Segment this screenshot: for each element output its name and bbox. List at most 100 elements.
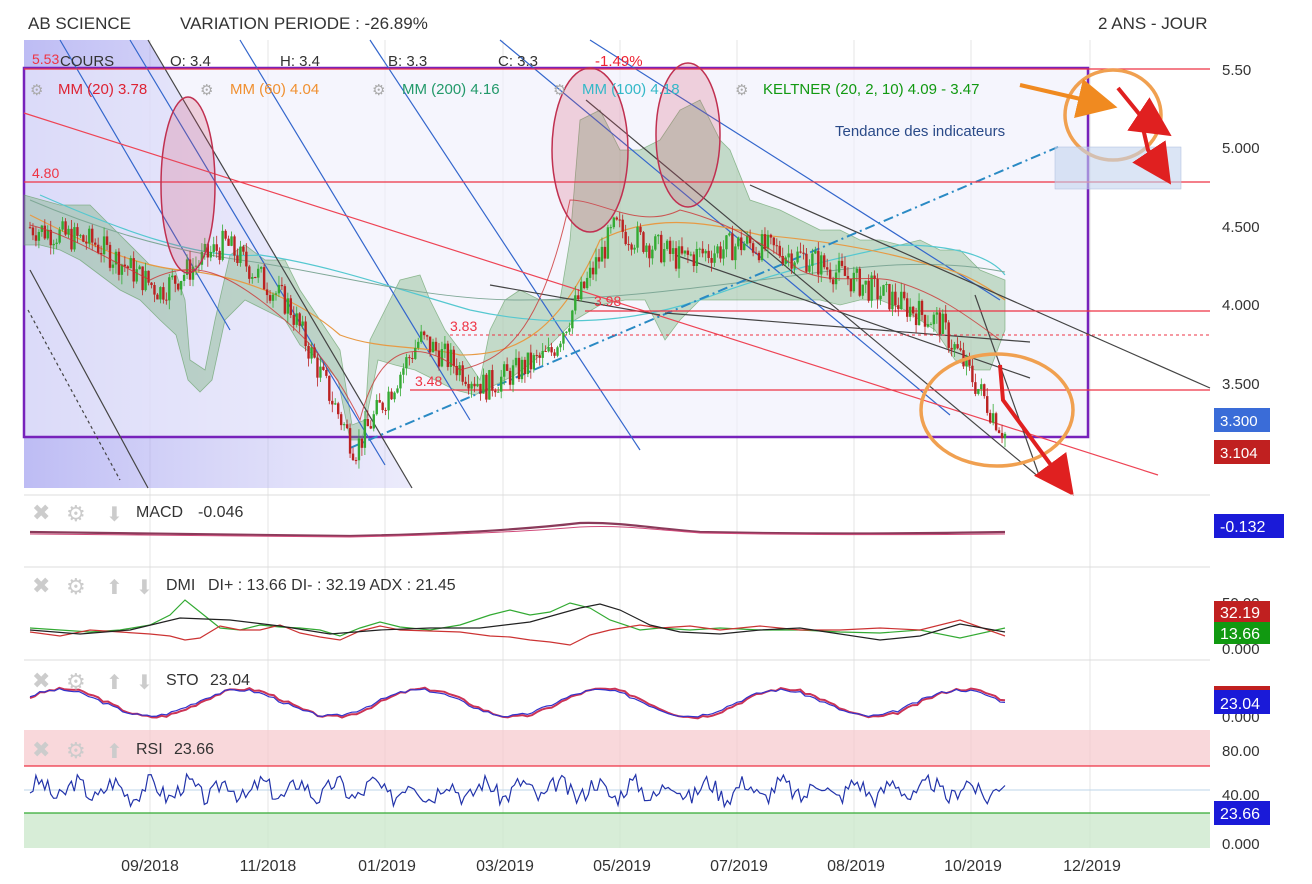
candle-body bbox=[861, 284, 864, 296]
candle-body bbox=[600, 246, 604, 262]
gear-icon[interactable]: ⚙ bbox=[66, 501, 86, 526]
candle-body bbox=[796, 251, 799, 263]
candle-body bbox=[414, 347, 417, 359]
candle-body bbox=[505, 364, 509, 371]
candle-body bbox=[704, 250, 707, 254]
gear-icon[interactable]: ⚙ bbox=[30, 82, 43, 99]
candle-body bbox=[470, 383, 473, 389]
gear-icon[interactable]: ⚙ bbox=[553, 82, 566, 99]
gear-icon[interactable]: ⚙ bbox=[66, 574, 86, 599]
price-panel[interactable]: 5.50 5.000 4.500 4.000 3.500 3.300 3.104… bbox=[22, 39, 1270, 848]
candle-body bbox=[348, 428, 352, 454]
candle-body bbox=[701, 248, 704, 254]
candle-body bbox=[621, 219, 624, 232]
sto-label: STO bbox=[166, 672, 199, 689]
candle-body bbox=[191, 266, 195, 280]
rsi-tick: 80.00 bbox=[1222, 743, 1260, 760]
candle-body bbox=[517, 357, 521, 380]
candle-body bbox=[428, 336, 432, 353]
level-label: 4.80 bbox=[32, 165, 59, 181]
gear-icon[interactable]: ⚙ bbox=[66, 669, 86, 694]
arrow-down-icon[interactable]: ⬇ bbox=[136, 577, 153, 599]
candle-body bbox=[262, 267, 266, 290]
candle-body bbox=[123, 264, 127, 267]
candle-body bbox=[174, 275, 177, 284]
candle-body bbox=[73, 227, 76, 250]
sto-panel[interactable]: ✖ ⚙ ⬆ ⬇ STO 23.04 0.000 23.04 bbox=[24, 659, 1270, 726]
candle-body bbox=[917, 300, 921, 326]
candle-body bbox=[965, 356, 968, 367]
candle-body bbox=[914, 313, 918, 326]
close-icon[interactable]: ✖ bbox=[32, 573, 50, 598]
alt-price-badge bbox=[1214, 440, 1270, 464]
candle-body bbox=[221, 230, 224, 260]
candle-body bbox=[37, 231, 41, 241]
candle-body bbox=[159, 287, 162, 300]
candle-body bbox=[502, 364, 506, 377]
candle-body bbox=[639, 226, 642, 233]
rsi-panel[interactable]: ✖ ⚙ ⬆ RSI 23.66 80.00 40.00 0.000 23.66 bbox=[24, 730, 1270, 853]
gear-icon[interactable]: ⚙ bbox=[200, 82, 213, 99]
period-selector[interactable]: 2 ANS - JOUR bbox=[1098, 14, 1208, 33]
candle-body bbox=[751, 243, 755, 253]
candle-body bbox=[722, 249, 725, 259]
candle-body bbox=[903, 291, 906, 299]
macd-panel[interactable]: ✖ ⚙ ⬇ MACD -0.046 -0.132 bbox=[24, 494, 1284, 538]
candle-body bbox=[476, 383, 479, 387]
close-icon[interactable]: ✖ bbox=[32, 500, 50, 525]
candle-body bbox=[825, 267, 829, 270]
gear-icon[interactable]: ⚙ bbox=[372, 82, 385, 99]
close-icon[interactable]: ✖ bbox=[32, 668, 50, 693]
candle-body bbox=[802, 252, 805, 254]
candle-body bbox=[248, 266, 251, 279]
arrow-up-icon[interactable]: ⬆ bbox=[106, 577, 123, 599]
candle-body bbox=[417, 341, 420, 348]
candle-body bbox=[811, 253, 814, 266]
gear-icon[interactable]: ⚙ bbox=[66, 738, 86, 763]
candle-body bbox=[591, 267, 595, 275]
rsi-badge-value: 23.66 bbox=[1220, 806, 1260, 823]
arrow-up-icon[interactable]: ⬆ bbox=[106, 672, 123, 694]
arrow-down-icon[interactable]: ⬇ bbox=[106, 504, 123, 526]
candle-body bbox=[268, 295, 272, 301]
candle-body bbox=[342, 424, 346, 426]
candle-body bbox=[393, 392, 396, 400]
arrow-down-icon[interactable]: ⬇ bbox=[136, 672, 153, 694]
candle-body bbox=[259, 267, 263, 269]
dmi-panel[interactable]: ✖ ⚙ ⬆ ⬇ DMI DI+ : 13.66 DI- : 32.19 ADX … bbox=[24, 566, 1270, 658]
candle-body bbox=[485, 374, 488, 400]
gear-icon[interactable]: ⚙ bbox=[735, 82, 748, 99]
candle-body bbox=[322, 366, 325, 371]
candle-body bbox=[378, 400, 381, 403]
candle-body bbox=[366, 419, 370, 427]
candle-body bbox=[662, 249, 666, 263]
candle-body bbox=[737, 237, 740, 247]
candle-body bbox=[950, 347, 953, 350]
candle-body bbox=[805, 253, 808, 272]
candle-body bbox=[467, 383, 470, 389]
candle-body bbox=[129, 258, 132, 269]
candle-body bbox=[781, 255, 784, 264]
candle-body bbox=[316, 357, 319, 378]
candle-body bbox=[286, 298, 290, 314]
candle-body bbox=[360, 438, 364, 448]
candle-body bbox=[28, 227, 32, 229]
candlesticks bbox=[28, 211, 1007, 469]
rsi-badge bbox=[1214, 801, 1270, 825]
candle-body bbox=[671, 248, 675, 254]
candle-body bbox=[897, 305, 900, 310]
candle-body bbox=[396, 388, 399, 393]
close-icon[interactable]: ✖ bbox=[32, 737, 50, 762]
price-tick: 4.000 bbox=[1222, 297, 1260, 314]
quote-bar: COURS O: 3.4 H: 3.4 B: 3.3 C: 3.3 -1.49% bbox=[60, 53, 643, 70]
candle-body bbox=[328, 375, 331, 401]
candle-body bbox=[185, 259, 189, 275]
arrow-up-icon[interactable]: ⬆ bbox=[106, 741, 123, 763]
x-tick: 07/2019 bbox=[710, 858, 768, 875]
candle-body bbox=[535, 355, 538, 357]
candle-body bbox=[674, 248, 678, 269]
candle-body bbox=[431, 341, 435, 353]
candle-body bbox=[511, 365, 515, 385]
candle-body bbox=[203, 243, 207, 252]
